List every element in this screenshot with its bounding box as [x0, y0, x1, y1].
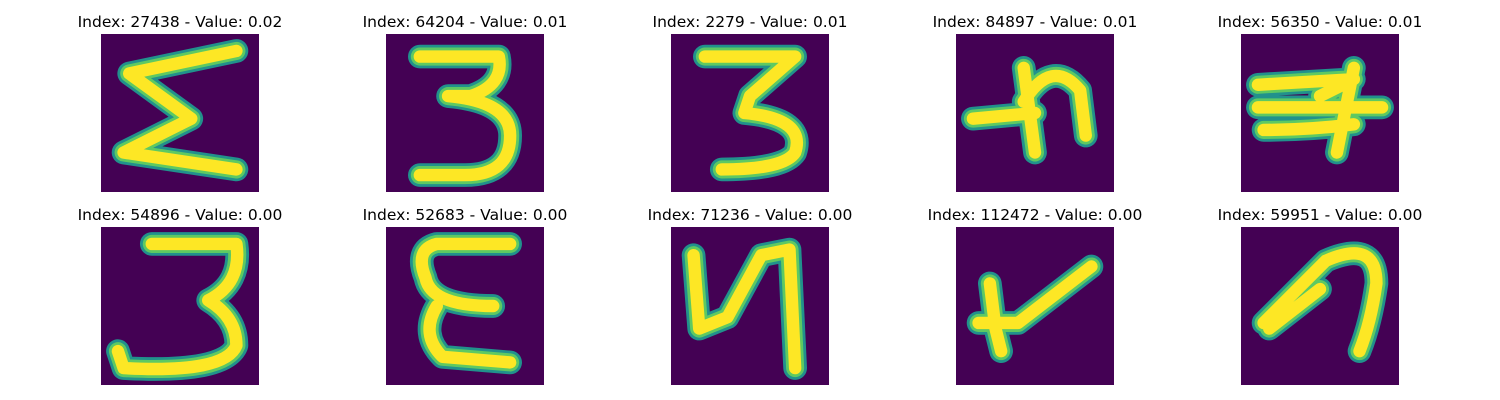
- panel-title: Index: 59951 - Value: 0.00: [1217, 206, 1423, 224]
- panel-9: Index: 112472 - Value: 0.00: [890, 205, 1180, 395]
- digit-image: [101, 34, 259, 192]
- digit-image: [1241, 227, 1399, 385]
- panel-3: Index: 2279 - Value: 0.01: [605, 12, 895, 202]
- panel-title: Index: 84897 - Value: 0.01: [932, 13, 1138, 31]
- digit-glyph-three: [386, 34, 544, 192]
- panel-title: Index: 56350 - Value: 0.01: [1217, 13, 1423, 31]
- panel-10: Index: 59951 - Value: 0.00: [1175, 205, 1465, 395]
- panel-title: Index: 27438 - Value: 0.02: [77, 13, 283, 31]
- panel-5: Index: 56350 - Value: 0.01: [1175, 12, 1465, 202]
- panel-2: Index: 64204 - Value: 0.01: [320, 12, 610, 202]
- panel-6: Index: 54896 - Value: 0.00: [35, 205, 325, 395]
- digit-image: [956, 227, 1114, 385]
- digit-glyph-hook: [1241, 227, 1399, 385]
- digit-image: [386, 227, 544, 385]
- digit-glyph-sigma: [101, 34, 259, 192]
- panel-8: Index: 71236 - Value: 0.00: [605, 205, 895, 395]
- digit-glyph-crossed: [1241, 34, 1399, 192]
- digit-glyph-three-flat: [671, 34, 829, 192]
- digit-glyph-cross: [956, 34, 1114, 192]
- panel-1: Index: 27438 - Value: 0.02: [35, 12, 325, 202]
- digit-image: [671, 227, 829, 385]
- panel-title: Index: 54896 - Value: 0.00: [77, 206, 283, 224]
- panel-title: Index: 71236 - Value: 0.00: [647, 206, 853, 224]
- panel-title: Index: 64204 - Value: 0.01: [362, 13, 568, 31]
- digit-image: [671, 34, 829, 192]
- digit-image: [386, 34, 544, 192]
- panel-title: Index: 112472 - Value: 0.00: [927, 206, 1143, 224]
- digit-glyph-zigzag: [671, 227, 829, 385]
- panel-title: Index: 52683 - Value: 0.00: [362, 206, 568, 224]
- panel-7: Index: 52683 - Value: 0.00: [320, 205, 610, 395]
- digit-image: [101, 227, 259, 385]
- panel-title: Index: 2279 - Value: 0.01: [652, 13, 848, 31]
- panel-4: Index: 84897 - Value: 0.01: [890, 12, 1180, 202]
- digit-glyph-epsilon: [386, 227, 544, 385]
- digit-glyph-three-tall: [101, 227, 259, 385]
- digit-image: [956, 34, 1114, 192]
- digit-image: [1241, 34, 1399, 192]
- digit-glyph-y: [956, 227, 1114, 385]
